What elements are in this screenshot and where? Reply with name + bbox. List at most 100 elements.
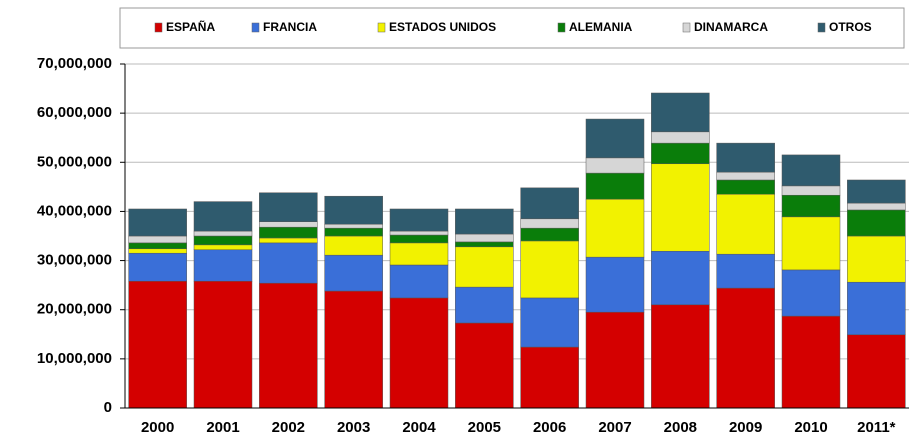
- legend-box: [119, 7, 905, 49]
- legend-label: DINAMARCA: [694, 20, 768, 34]
- bar-segment: [781, 194, 841, 218]
- bar-segment: [651, 163, 710, 252]
- bar-segment: [585, 172, 645, 200]
- bar-segment: [455, 246, 514, 288]
- x-tick-label: 2001: [206, 419, 239, 436]
- y-tick-label: 50,000,000: [37, 153, 112, 170]
- bar-segment: [781, 216, 841, 271]
- bar-segment: [128, 235, 187, 244]
- bar-segment: [781, 315, 841, 409]
- bar-segment: [716, 179, 775, 195]
- x-tick-label: 2006: [533, 419, 566, 436]
- bar-segment: [520, 227, 579, 242]
- bar-segment: [193, 230, 253, 237]
- bar-segment: [781, 185, 841, 196]
- x-tick-label: 2011*: [857, 419, 896, 436]
- bar-segment: [455, 208, 514, 235]
- legend-label: ALEMANIA: [569, 20, 633, 34]
- bar-segment: [389, 297, 449, 409]
- bar-segment: [520, 240, 579, 299]
- legend-label: ESPAÑA: [166, 19, 215, 34]
- bar-segment: [716, 287, 775, 409]
- bar-segment: [389, 242, 449, 266]
- bar-segment: [259, 221, 318, 228]
- bar-segment: [128, 248, 187, 254]
- bar-segment: [193, 280, 253, 409]
- bar-segment: [716, 142, 775, 173]
- x-tick-label: 2008: [664, 419, 697, 436]
- bar-segment: [259, 192, 318, 222]
- bar-segment: [324, 227, 383, 237]
- bar-segment: [847, 209, 906, 237]
- x-tick-label: 2000: [141, 419, 174, 436]
- bar-segment: [324, 235, 383, 256]
- bar-segment: [651, 142, 710, 165]
- y-tick-label: 10,000,000: [37, 350, 112, 367]
- bar-segment: [520, 187, 579, 220]
- bar-segment: [128, 242, 187, 250]
- y-tick-label: 40,000,000: [37, 202, 112, 219]
- bar-segment: [193, 235, 253, 246]
- legend-label: OTROS: [829, 20, 872, 34]
- bar-segment: [324, 290, 383, 409]
- legend-swatch: [817, 22, 826, 33]
- legend-swatch: [251, 22, 260, 33]
- bar-segment: [520, 297, 579, 348]
- bar-segment: [781, 154, 841, 187]
- bar-segment: [128, 252, 187, 282]
- bar-segment: [324, 195, 383, 225]
- bar-segment: [259, 237, 318, 244]
- bar-segment: [455, 233, 514, 243]
- bar-segment: [259, 226, 318, 239]
- bar-segment: [781, 269, 841, 317]
- bar-segment: [585, 157, 645, 174]
- bar-segment: [716, 253, 775, 289]
- x-tick-label: 2002: [272, 419, 305, 436]
- y-tick-label: 60,000,000: [37, 104, 112, 121]
- bar-segment: [455, 322, 514, 409]
- bar-segment: [389, 234, 449, 244]
- bar-segment: [324, 223, 383, 229]
- bar-segment: [389, 208, 449, 232]
- legend-swatch: [557, 22, 566, 33]
- y-tick-label: 30,000,000: [37, 252, 112, 269]
- bar-segment: [455, 241, 514, 248]
- legend-label: FRANCIA: [263, 20, 317, 34]
- legend-swatch: [682, 22, 691, 33]
- bar-segment: [259, 242, 318, 284]
- bar-segment: [520, 218, 579, 229]
- x-tick-label: 2003: [337, 419, 370, 436]
- y-tick-label: 70,000,000: [37, 55, 112, 72]
- bar-segment: [324, 254, 383, 292]
- bar-segment: [128, 208, 187, 237]
- bar-segment: [259, 282, 318, 409]
- bar-segment: [585, 118, 645, 159]
- bar-segment: [455, 286, 514, 324]
- bar-segment: [389, 264, 449, 299]
- bar-segment: [847, 179, 906, 204]
- bar-segment: [585, 256, 645, 313]
- bar-segment: [847, 202, 906, 211]
- x-tick-label: 2010: [794, 419, 827, 436]
- x-tick-label: 2007: [598, 419, 631, 436]
- legend-label: ESTADOS UNIDOS: [389, 20, 496, 34]
- x-tick-label: 2009: [729, 419, 762, 436]
- bar-segment: [193, 249, 253, 282]
- bar-segment: [651, 131, 710, 144]
- bar-segment: [847, 281, 906, 336]
- bar-segment: [128, 280, 187, 409]
- bar-segment: [520, 346, 579, 409]
- bar-segment: [651, 250, 710, 306]
- x-tick-label: 2004: [402, 419, 436, 436]
- bar-segment: [847, 235, 906, 283]
- bar-segment: [651, 92, 710, 133]
- y-tick-label: 20,000,000: [37, 301, 112, 318]
- bar-segment: [716, 171, 775, 181]
- bar-segment: [716, 193, 775, 255]
- x-tick-label: 2005: [468, 419, 501, 436]
- bar-segment: [585, 198, 645, 258]
- bar-segment: [389, 230, 449, 236]
- legend-swatch: [154, 22, 163, 33]
- bar-segment: [193, 244, 253, 251]
